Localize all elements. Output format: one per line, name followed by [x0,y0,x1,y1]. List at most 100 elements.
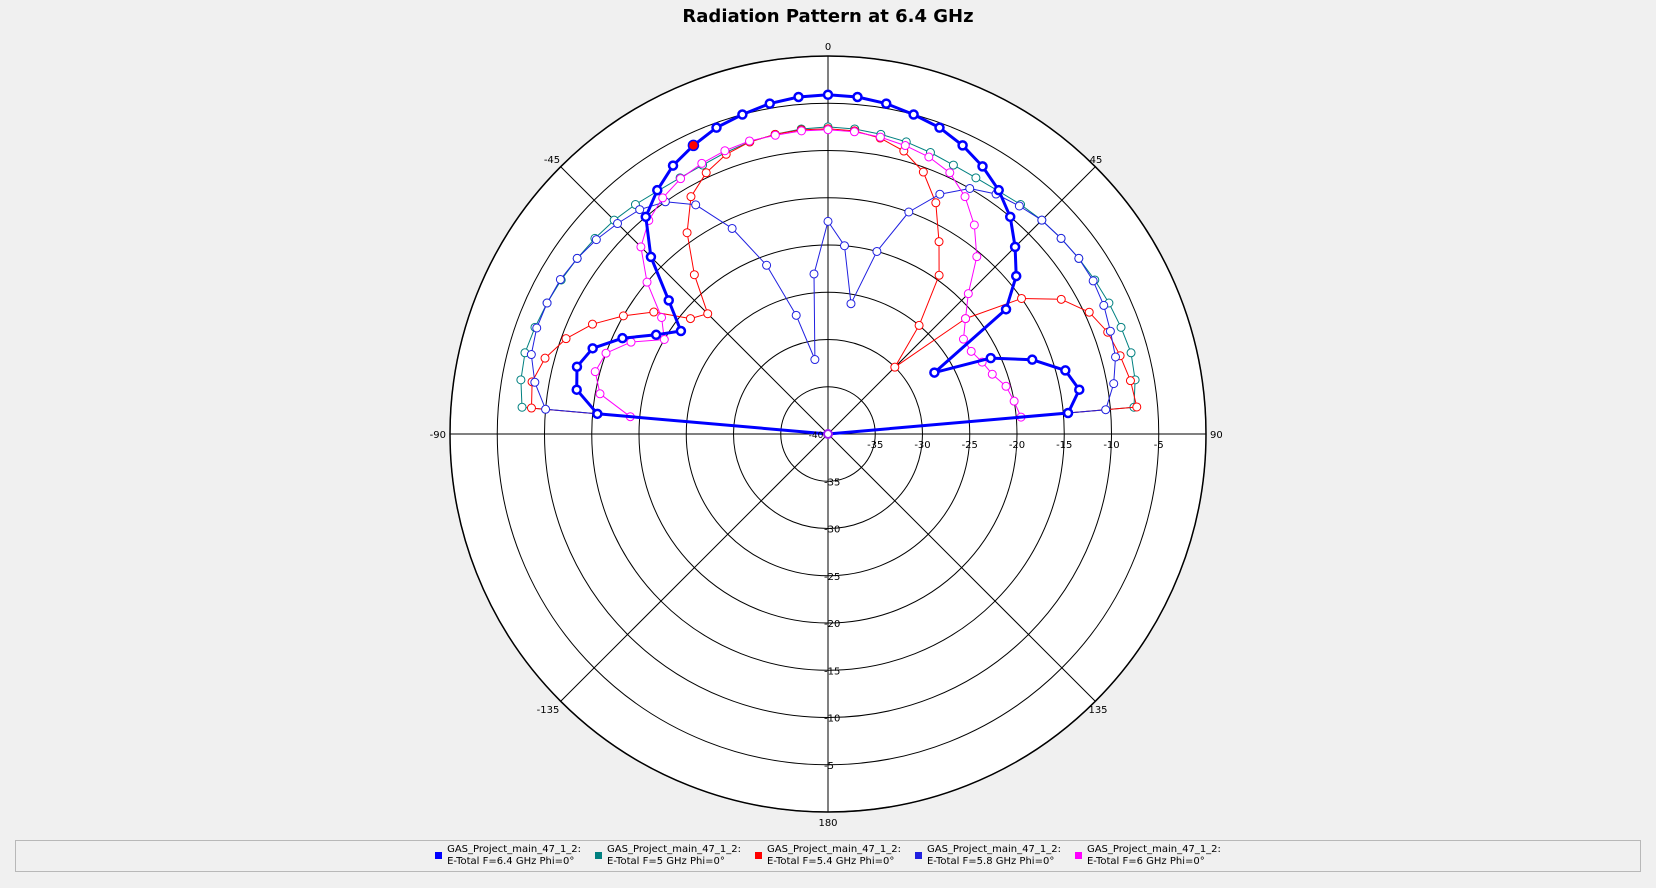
angle-tick-label: -90 [430,430,446,441]
data-point [689,270,699,280]
data-point [587,319,597,329]
data-point [1010,270,1022,282]
data-point [1126,348,1136,358]
data-point [532,323,542,333]
chart-title: Radiation Pattern at 6.4 GHz [682,6,974,27]
data-point [590,367,600,377]
data-point [987,369,997,379]
data-point [822,89,834,100]
data-point [1088,276,1098,286]
angle-tick-label: 90 [1210,430,1223,441]
data-point [1014,201,1024,211]
data-point [517,402,527,412]
data-point [659,335,669,344]
data-point [652,184,663,196]
data-point [972,252,982,262]
data-point [823,125,833,135]
data-point [587,343,598,354]
legend-series-name: GAS_Project_main_47_1_2: [1086,844,1221,855]
legend-series-detail: E-Total F=5.4 GHz Phi=0° [767,856,895,867]
angle-tick-label: 45 [1090,155,1103,166]
data-point [1074,384,1085,395]
data-point [839,241,849,251]
data-point [793,91,804,103]
data-point [1084,307,1094,317]
data-point [1017,293,1027,303]
legend-swatch [755,852,763,859]
data-point [657,312,667,322]
radial-tick-label: -35 [867,440,883,451]
data-point [592,408,603,420]
data-point [1101,405,1111,415]
data-point [770,130,780,140]
data-point [686,192,696,202]
radial-tick-label: -10 [824,714,840,725]
data-point [645,251,657,263]
radial-tick-label: -10 [1103,440,1119,451]
data-point [613,219,623,229]
radial-tick-label: -35 [824,477,840,488]
data-point [904,207,914,217]
legend-series-detail: E-Total F=5.8 GHz Phi=0° [926,856,1055,867]
data-point [737,109,748,120]
data-point [929,367,940,378]
radial-tick-label: -25 [962,440,978,451]
data-point [900,141,910,151]
data-point [890,362,900,372]
data-point [697,158,707,168]
data-point [571,361,583,372]
data-point [542,298,552,308]
data-point [555,274,565,284]
data-point [945,168,955,178]
angle-tick-label: 180 [818,818,837,829]
series-layer [516,89,1142,439]
data-point [744,136,754,146]
data-point [918,167,928,177]
data-point [526,350,536,360]
legend-entry: GAS_Project_main_47_1_2: E-Total F=6.4 GH… [435,844,581,868]
legend-series-detail: E-Total F=5 GHz Phi=0° [607,856,725,867]
data-point [682,228,692,238]
data-point [685,314,695,324]
legend-series-detail: E-Total F=6.4 GHz Phi=0° [447,856,575,867]
data-point [541,404,551,414]
data-point [636,242,646,252]
radial-tick-label: -20 [1009,440,1025,451]
data-point [977,161,988,172]
data-point [1125,376,1135,386]
data-point [667,160,679,171]
data-point [823,216,833,226]
data-point [601,348,611,358]
selected-marker [687,139,700,152]
radial-tick-label: -5 [1154,440,1164,451]
data-point [963,289,973,299]
legend-series-name: GAS_Project_main_47_1_2: [767,844,901,855]
data-point [663,295,674,306]
data-point [985,352,996,364]
data-point [720,146,730,156]
legend-swatch [914,852,922,859]
data-point [516,375,526,385]
data-point [658,193,668,203]
data-point [846,299,856,309]
data-point [957,140,968,151]
radial-tick-label: -5 [824,761,834,772]
data-point [617,332,628,344]
data-point [1037,215,1047,225]
data-point [934,237,944,247]
data-point [924,152,934,162]
data-point [1056,233,1066,243]
legend-series-name: GAS_Project_main_47_1_2: [607,844,742,855]
data-point [626,337,636,347]
data-point [676,174,686,184]
data-point [961,314,971,324]
legend-swatch [1074,852,1082,859]
data-point [965,183,975,193]
data-point [561,334,571,344]
radial-tick-label: -15 [824,666,840,677]
data-point [1111,352,1121,362]
data-point [966,346,976,356]
data-point [881,98,892,109]
data-point [908,109,919,120]
data-point [591,235,601,245]
